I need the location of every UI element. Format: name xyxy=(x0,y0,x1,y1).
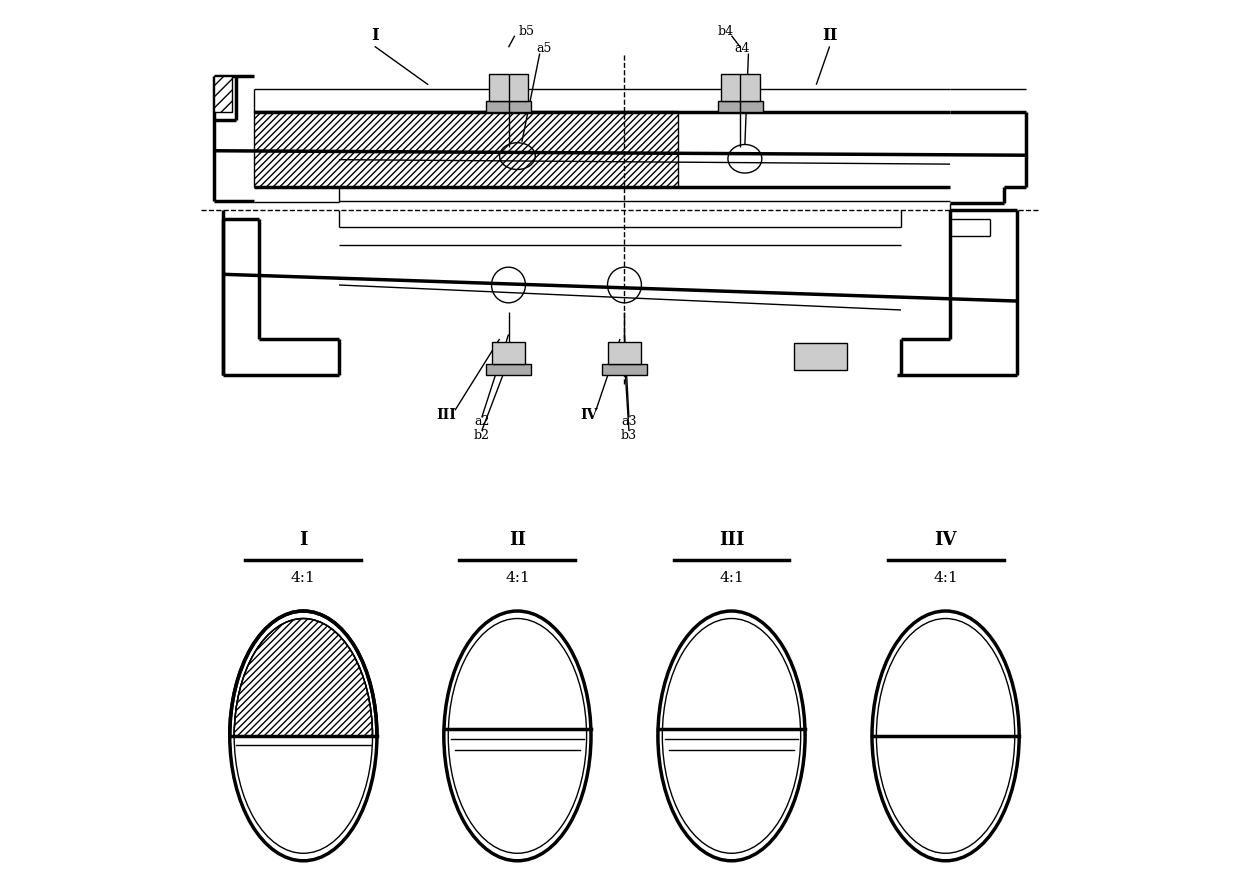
Text: II: II xyxy=(822,27,837,45)
Text: III: III xyxy=(719,531,744,549)
Text: a4: a4 xyxy=(734,42,750,54)
Bar xyxy=(486,101,531,112)
Text: III: III xyxy=(436,408,456,422)
Text: I: I xyxy=(371,27,378,45)
Bar xyxy=(215,76,232,112)
Bar xyxy=(603,364,647,375)
Bar xyxy=(609,342,641,364)
Bar xyxy=(720,74,760,101)
Text: IV: IV xyxy=(580,408,598,422)
Bar xyxy=(486,364,531,375)
Text: 4:1: 4:1 xyxy=(291,571,316,585)
Text: a5: a5 xyxy=(537,42,552,54)
Text: 4:1: 4:1 xyxy=(719,571,744,585)
Bar xyxy=(492,342,525,364)
Bar xyxy=(254,112,678,187)
Text: a3: a3 xyxy=(621,416,636,428)
Text: 4:1: 4:1 xyxy=(505,571,529,585)
Text: I: I xyxy=(299,531,308,549)
Text: b2: b2 xyxy=(474,429,490,442)
Text: a2: a2 xyxy=(474,416,490,428)
Text: II: II xyxy=(508,531,526,549)
Text: IV: IV xyxy=(934,531,957,549)
Bar xyxy=(794,343,847,370)
Text: b4: b4 xyxy=(717,25,733,37)
Text: b5: b5 xyxy=(518,25,534,37)
Bar xyxy=(489,74,528,101)
Text: b3: b3 xyxy=(621,429,637,442)
Text: 4:1: 4:1 xyxy=(934,571,959,585)
Ellipse shape xyxy=(234,618,372,854)
Bar xyxy=(718,101,763,112)
Bar xyxy=(221,736,386,870)
